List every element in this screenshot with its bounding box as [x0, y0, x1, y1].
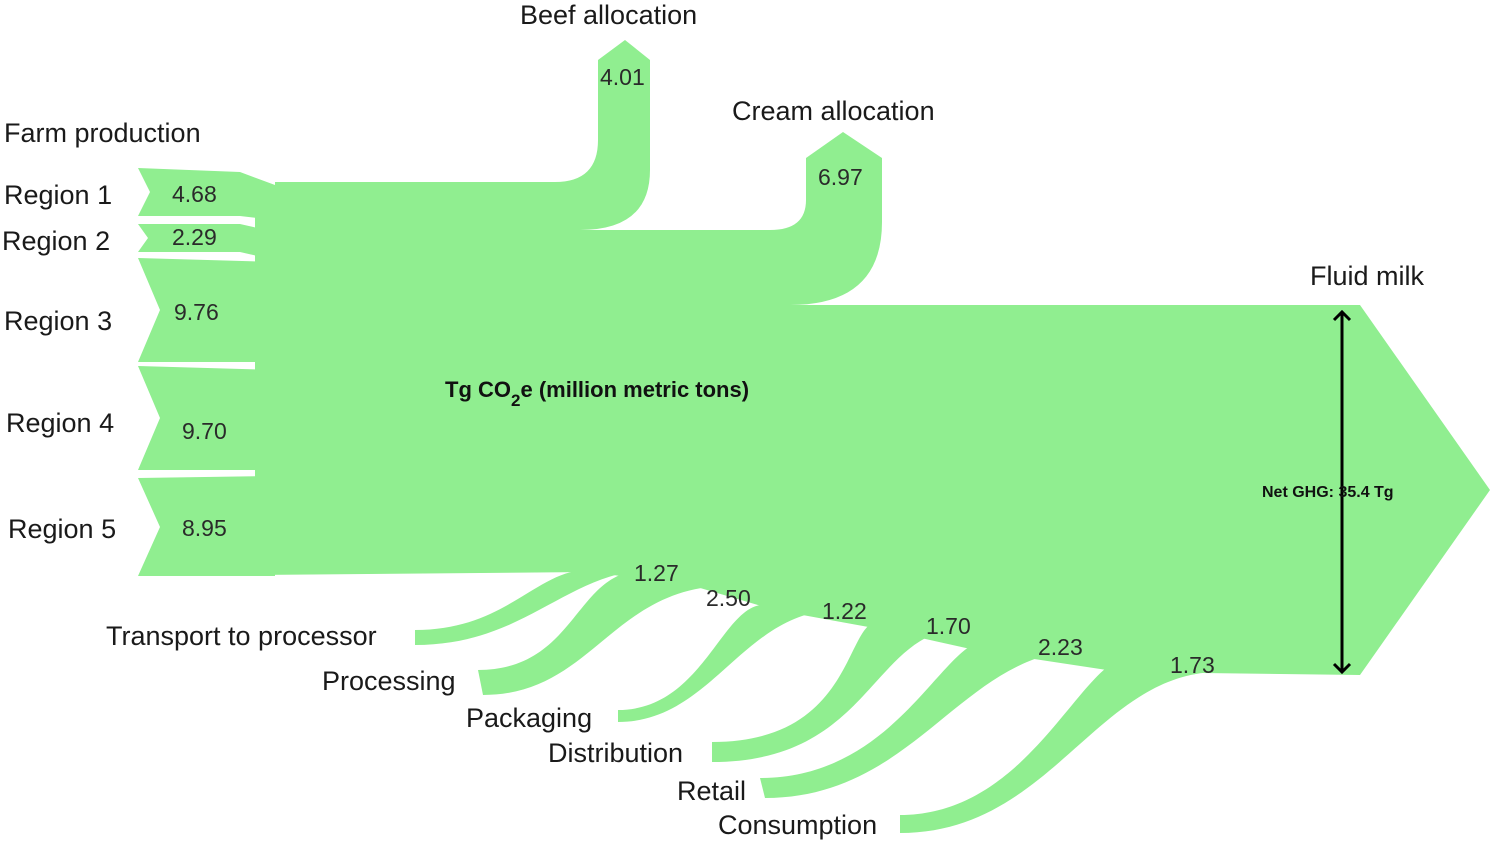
- stage-consumption-label: Consumption: [718, 810, 877, 840]
- units-label: Tg CO2e (million metric tons): [445, 377, 749, 410]
- region-4-label: Region 4: [6, 408, 114, 438]
- region-2-flow: [138, 224, 275, 260]
- beef-allocation-label: Beef allocation: [520, 0, 697, 30]
- cream-allocation-flow: [540, 132, 882, 305]
- cream-allocation-value: 6.97: [818, 164, 863, 190]
- stage-transport-value: 1.27: [634, 560, 679, 586]
- region-1-flow: [138, 168, 275, 220]
- farm-production-label: Farm production: [4, 118, 201, 148]
- stage-processing-value: 2.50: [706, 585, 751, 611]
- region-3-label: Region 3: [4, 306, 112, 336]
- units-prefix: Tg CO: [445, 377, 511, 402]
- stage-transport-label: Transport to processor: [106, 621, 377, 651]
- net-ghg-label: Net GHG: 35.4 Tg: [1262, 484, 1394, 501]
- retail-flow: [760, 640, 1080, 798]
- cream-allocation-label: Cream allocation: [732, 96, 935, 126]
- stage-consumption-value: 1.73: [1170, 652, 1215, 678]
- distribution-flow: [712, 622, 960, 762]
- beef-allocation-value: 4.01: [600, 64, 645, 90]
- region-3-value: 9.76: [174, 299, 219, 325]
- region-4-flow: [138, 366, 275, 470]
- region-2-value: 2.29: [172, 224, 217, 250]
- processing-flow: [478, 572, 720, 695]
- region-1-label: Region 1: [4, 180, 112, 210]
- region-4-value: 9.70: [182, 418, 227, 444]
- beef-allocation-flow: [275, 40, 650, 230]
- stage-distribution-label: Distribution: [548, 738, 683, 768]
- stage-processing-label: Processing: [322, 666, 456, 696]
- stage-retail-label: Retail: [677, 776, 746, 806]
- stage-retail-value: 2.23: [1038, 634, 1083, 660]
- transport-to-processor-flow: [415, 570, 640, 645]
- main-flow-trunk: [255, 190, 1490, 675]
- region-1-value: 4.68: [172, 181, 217, 207]
- region-5-value: 8.95: [182, 515, 227, 541]
- stage-packaging-label: Packaging: [466, 703, 592, 733]
- stage-packaging-value: 1.22: [822, 598, 867, 624]
- region-5-flow: [138, 476, 275, 576]
- fluid-milk-label: Fluid milk: [1310, 261, 1425, 291]
- region-2-label: Region 2: [2, 226, 110, 256]
- region-5-label: Region 5: [8, 514, 116, 544]
- region-3-flow: [138, 258, 275, 362]
- stage-distribution-value: 1.70: [926, 613, 971, 639]
- packaging-flow: [618, 605, 830, 722]
- units-suffix: e (million metric tons): [520, 377, 749, 402]
- units-subscript: 2: [511, 391, 520, 410]
- consumption-flow: [900, 656, 1215, 833]
